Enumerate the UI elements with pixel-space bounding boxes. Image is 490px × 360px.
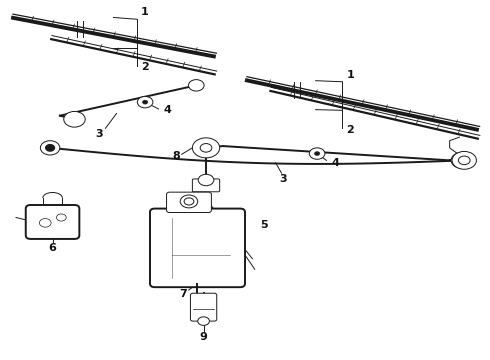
FancyBboxPatch shape <box>26 205 79 239</box>
FancyBboxPatch shape <box>193 179 220 192</box>
Text: 2: 2 <box>346 125 354 135</box>
Text: 8: 8 <box>172 151 180 161</box>
Circle shape <box>459 156 470 165</box>
Circle shape <box>198 174 214 186</box>
Text: 3: 3 <box>279 174 287 184</box>
Circle shape <box>46 145 54 151</box>
Text: 4: 4 <box>331 158 339 168</box>
FancyBboxPatch shape <box>150 208 245 287</box>
Text: 3: 3 <box>95 129 102 139</box>
Text: 6: 6 <box>49 243 56 253</box>
Circle shape <box>137 96 153 108</box>
Text: 4: 4 <box>163 105 171 115</box>
Text: 2: 2 <box>141 63 148 72</box>
Circle shape <box>39 219 51 227</box>
Text: 1: 1 <box>141 7 148 17</box>
Text: 9: 9 <box>199 332 208 342</box>
Circle shape <box>64 111 85 127</box>
Circle shape <box>198 317 209 325</box>
Circle shape <box>40 141 60 155</box>
Circle shape <box>200 144 212 152</box>
Circle shape <box>451 153 472 168</box>
Circle shape <box>315 152 320 156</box>
Text: 1: 1 <box>346 69 354 80</box>
FancyBboxPatch shape <box>167 192 211 212</box>
Circle shape <box>452 152 476 169</box>
Text: 5: 5 <box>260 220 268 230</box>
FancyBboxPatch shape <box>191 293 217 321</box>
Circle shape <box>193 138 220 158</box>
Text: 7: 7 <box>179 289 187 298</box>
Circle shape <box>56 214 66 221</box>
Circle shape <box>184 198 194 205</box>
Circle shape <box>143 100 148 104</box>
Circle shape <box>309 148 325 159</box>
Circle shape <box>189 80 204 91</box>
Circle shape <box>180 195 198 208</box>
